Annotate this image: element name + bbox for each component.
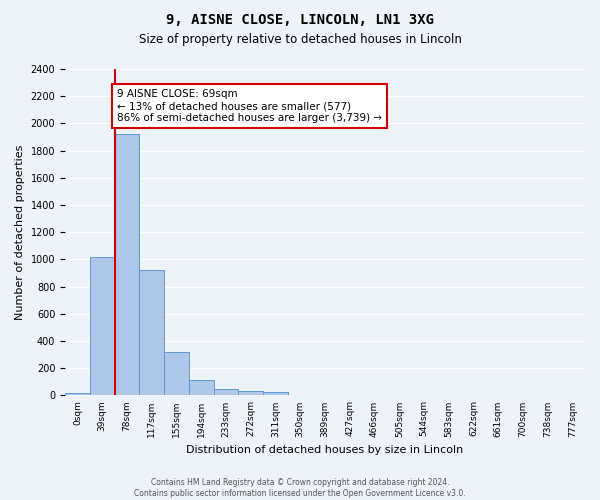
Text: Contains HM Land Registry data © Crown copyright and database right 2024.
Contai: Contains HM Land Registry data © Crown c… [134, 478, 466, 498]
Bar [238, 392, 263, 396]
Bar [115, 134, 139, 396]
X-axis label: Distribution of detached houses by size in Lincoln: Distribution of detached houses by size … [187, 445, 464, 455]
Text: 9, AISNE CLOSE, LINCOLN, LN1 3XG: 9, AISNE CLOSE, LINCOLN, LN1 3XG [166, 12, 434, 26]
Bar [65, 392, 90, 396]
Text: Size of property relative to detached houses in Lincoln: Size of property relative to detached ho… [139, 32, 461, 46]
Bar [164, 352, 189, 396]
Bar [90, 256, 115, 396]
Bar [189, 380, 214, 396]
Bar [263, 392, 288, 396]
Bar [139, 270, 164, 396]
Y-axis label: Number of detached properties: Number of detached properties [15, 144, 25, 320]
Bar [214, 388, 238, 396]
Text: 9 AISNE CLOSE: 69sqm
← 13% of detached houses are smaller (577)
86% of semi-deta: 9 AISNE CLOSE: 69sqm ← 13% of detached h… [117, 90, 382, 122]
